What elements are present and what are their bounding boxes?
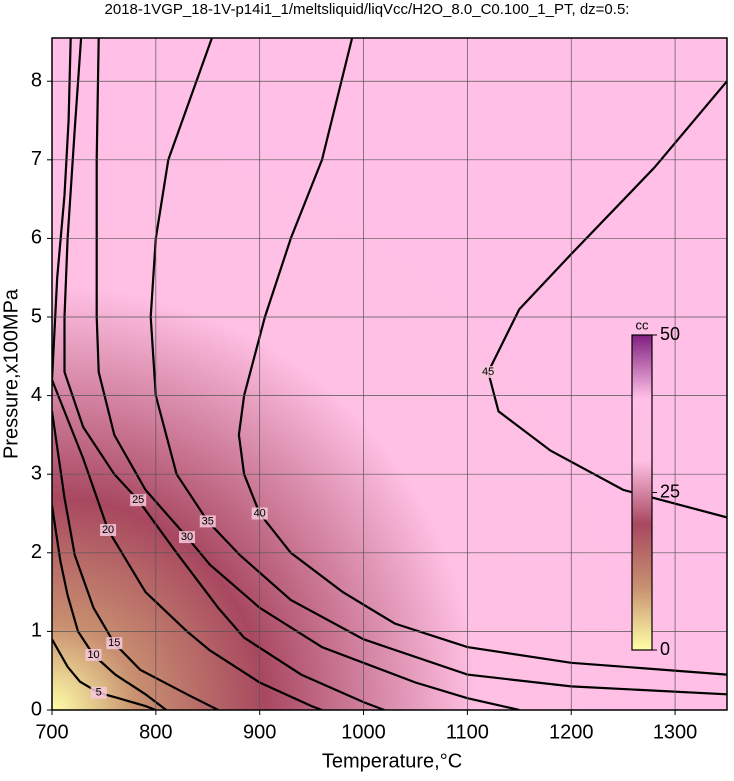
x-tick-label: 1000	[341, 721, 386, 743]
x-tick-label: 700	[35, 721, 68, 743]
y-tick-label: 7	[31, 148, 42, 170]
contour-label: 20	[102, 524, 114, 536]
contour-label-bg	[106, 637, 123, 650]
y-tick-label: 1	[31, 620, 42, 642]
contour-line	[63, 38, 385, 710]
plot-frame	[51, 37, 728, 711]
x-tick-label: 1200	[549, 721, 594, 743]
contour-label-bg	[100, 524, 117, 537]
x-tick-label: 900	[243, 721, 276, 743]
contour-label-bg	[179, 531, 195, 544]
x-tick-label: 800	[139, 721, 172, 743]
contour-label: 45	[482, 366, 494, 378]
x-axis-label: Temperature,°C	[322, 750, 462, 772]
contour-line	[52, 505, 167, 710]
contour-label-bg	[85, 648, 102, 661]
y-tick-label: 0	[31, 698, 42, 720]
contour-label: 10	[87, 649, 99, 661]
contour-label-bg	[480, 366, 497, 379]
y-axis-label: Pressure,x100MPa	[0, 288, 22, 459]
x-tick-label: 1300	[653, 721, 698, 743]
colorbar-label: cc	[636, 317, 650, 332]
y-tick-label: 3	[31, 462, 42, 484]
contour-label: 5	[96, 687, 102, 699]
colorbar-tick-label: 25	[660, 481, 680, 501]
contour-label: 35	[202, 515, 214, 527]
chart-title: 2018-1VGP_18-1V-p14i1_1/meltsliquid/liqV…	[105, 1, 630, 18]
contour-label-bg	[199, 515, 216, 528]
contour-line	[52, 411, 219, 710]
y-tick-label: 6	[31, 227, 42, 249]
x-tick-label: 1100	[446, 721, 489, 743]
contour-label: 25	[132, 494, 144, 506]
colorbar-tick-label: 0	[660, 639, 670, 659]
contour-line	[237, 38, 727, 676]
y-tick-label: 5	[31, 305, 42, 327]
contour-label: 30	[181, 531, 193, 543]
contour-label-bg	[90, 686, 107, 699]
plot-background	[52, 38, 727, 710]
contour-label: 15	[108, 637, 120, 649]
contour-label-bg	[130, 494, 147, 507]
colorbar-tick-label: 50	[660, 324, 680, 344]
y-tick-label: 4	[31, 384, 42, 406]
y-tick-label: 8	[31, 70, 42, 92]
y-tick-label: 2	[31, 541, 42, 563]
colorbar	[631, 334, 653, 651]
